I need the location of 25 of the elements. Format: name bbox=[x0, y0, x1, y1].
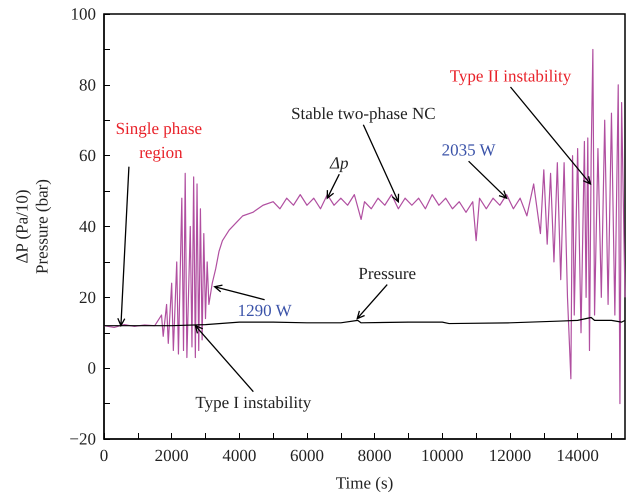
y-tick-label: 20 bbox=[79, 288, 96, 307]
y-tick-label: 40 bbox=[79, 217, 96, 236]
annotation: Stable two-phase NC bbox=[291, 104, 436, 124]
x-tick-label: 6000 bbox=[290, 446, 324, 465]
x-tick-label: 8000 bbox=[358, 446, 392, 465]
annotation: Pressure bbox=[358, 264, 416, 284]
x-tick-label: 10000 bbox=[421, 446, 464, 465]
annotation: Single phase region bbox=[116, 119, 206, 162]
y-tick-label: −20 bbox=[69, 430, 96, 448]
annotation: Type II instability bbox=[450, 66, 572, 86]
y-tick-label: 100 bbox=[70, 4, 96, 24]
y-tick-label: 80 bbox=[79, 75, 96, 94]
annotation: Δp bbox=[329, 154, 349, 173]
y-tick-label: 0 bbox=[88, 358, 96, 378]
annotation: Type I instability bbox=[195, 393, 312, 412]
x-tick-label: 4000 bbox=[222, 446, 256, 465]
x-tick-label: 14000 bbox=[556, 446, 599, 465]
x-axis-title: Time (s) bbox=[336, 474, 394, 492]
x-tick-label: 2000 bbox=[154, 446, 189, 465]
annotation: 2035 W bbox=[442, 140, 497, 160]
annotation: 1290 W bbox=[238, 301, 293, 320]
y-axis-title: ΔP (Pa/10) Pressure (bar) bbox=[12, 179, 52, 274]
x-tick-label: 0 bbox=[100, 446, 108, 465]
y-tick-label: 60 bbox=[79, 146, 96, 166]
x-tick-label: 12000 bbox=[488, 446, 532, 465]
